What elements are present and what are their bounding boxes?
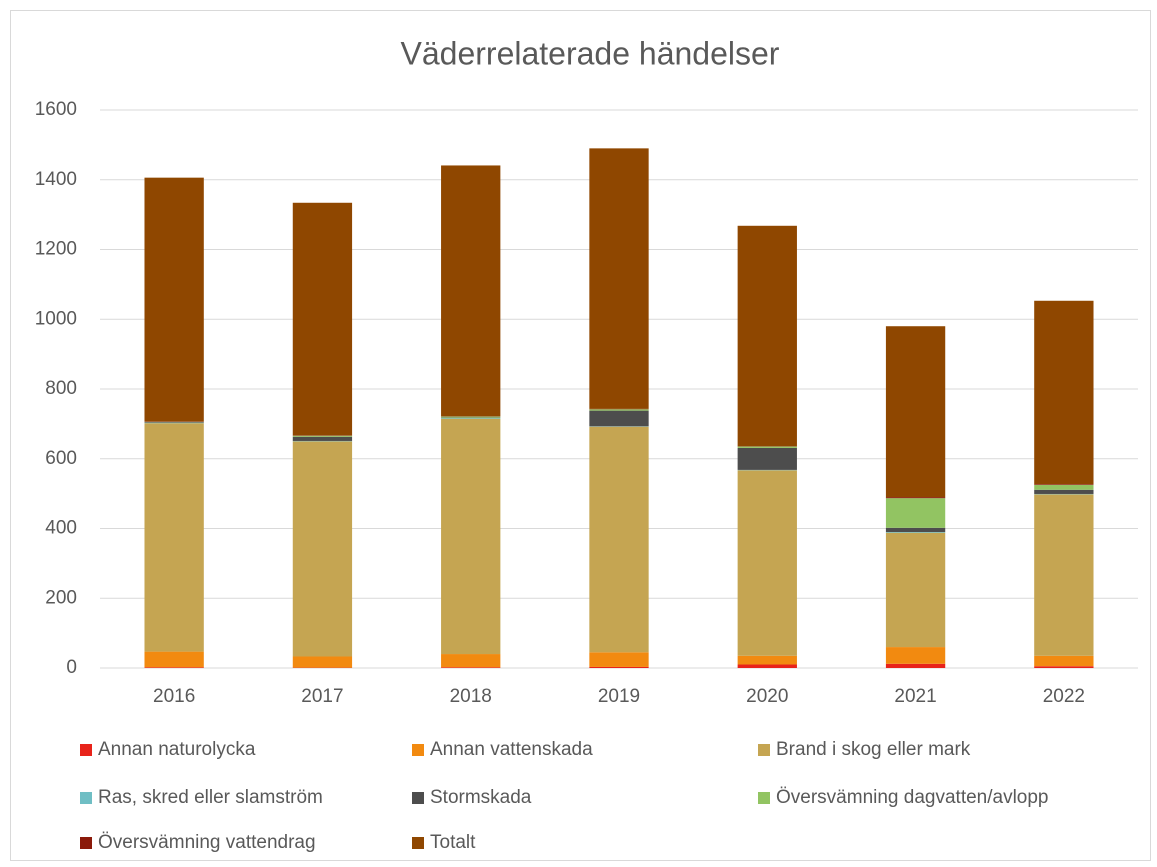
bar-segment <box>292 441 353 657</box>
legend-swatch <box>80 744 92 756</box>
bar-segment <box>589 666 649 668</box>
legend-label: Översvämning dagvatten/avlopp <box>776 787 1049 808</box>
bar-segment <box>1034 655 1094 667</box>
legend-label: Annan vattenskada <box>430 739 593 760</box>
bar-segment <box>737 447 797 470</box>
bar-segment <box>1034 666 1094 668</box>
bar-segment <box>885 647 946 664</box>
bar-segment <box>292 435 353 437</box>
y-tick-label: 600 <box>45 448 77 469</box>
bar-segment <box>885 532 946 648</box>
bar-segment <box>292 202 353 436</box>
legend-label: Översvämning vattendrag <box>98 832 316 853</box>
legend-swatch <box>80 792 92 804</box>
y-tick-label: 1200 <box>35 239 77 260</box>
x-tick-label: 2016 <box>153 686 195 707</box>
x-tick-label: 2019 <box>598 686 640 707</box>
y-tick-label: 0 <box>66 657 77 678</box>
x-tick-label: 2017 <box>301 686 343 707</box>
bar-segment <box>441 165 501 417</box>
bar-segment <box>737 664 797 668</box>
y-tick-label: 400 <box>45 518 77 539</box>
legend-label: Brand i skog eller mark <box>776 739 971 760</box>
bar-segment <box>737 470 797 656</box>
x-tick-label: 2018 <box>450 686 492 707</box>
bar-segment <box>589 426 649 653</box>
bar-segment <box>737 446 797 448</box>
bar-segment <box>1034 484 1094 485</box>
bar-segment <box>885 498 946 528</box>
legend-label: Totalt <box>430 832 476 853</box>
legend-swatch <box>412 744 424 756</box>
bar-segment <box>144 177 204 422</box>
bar-segment <box>885 527 946 532</box>
y-tick-label: 1600 <box>35 99 77 120</box>
x-tick-label: 2021 <box>894 686 936 707</box>
bar-segment <box>441 417 501 419</box>
legend-swatch <box>412 837 424 849</box>
y-tick-label: 200 <box>45 587 77 608</box>
x-tick-label: 2020 <box>746 686 788 707</box>
bar-segment <box>885 497 946 499</box>
bar-segment <box>589 409 649 411</box>
bar-segment <box>1034 489 1094 494</box>
bar-segment <box>885 531 946 533</box>
bar-segment <box>885 326 946 498</box>
legend-swatch <box>758 744 770 756</box>
y-tick-label: 1400 <box>35 169 77 190</box>
bar-segment <box>292 436 353 441</box>
chart-title: Väderrelaterade händelser <box>401 35 780 71</box>
bar-segment <box>292 656 353 668</box>
bar-segment <box>589 410 649 427</box>
x-tick-label: 2022 <box>1043 686 1085 707</box>
bar-segment <box>144 423 204 652</box>
legend-label: Stormskada <box>430 787 532 808</box>
legend-swatch <box>758 792 770 804</box>
bar-segment <box>144 422 204 423</box>
legend-swatch <box>80 837 92 849</box>
bar-segment <box>441 418 501 655</box>
bar-segment <box>737 655 797 665</box>
bar-segment <box>1034 300 1094 485</box>
bar-segment <box>589 148 649 409</box>
bar-segment <box>1034 494 1094 656</box>
bar-segment <box>144 651 204 668</box>
bar-segment <box>589 652 649 667</box>
bar-segment <box>441 416 501 418</box>
bar-segment <box>885 663 946 668</box>
legend-label: Ras, skred eller slamström <box>98 787 323 808</box>
legend-label: Annan naturolycka <box>98 739 256 760</box>
bar-segment <box>441 667 501 668</box>
bar-segment <box>1034 484 1094 490</box>
legend-swatch <box>412 792 424 804</box>
bar-segment <box>441 654 501 668</box>
bar-segment <box>144 667 204 668</box>
y-tick-label: 800 <box>45 378 77 399</box>
bar-segment <box>737 225 797 447</box>
y-tick-label: 1000 <box>35 308 77 329</box>
